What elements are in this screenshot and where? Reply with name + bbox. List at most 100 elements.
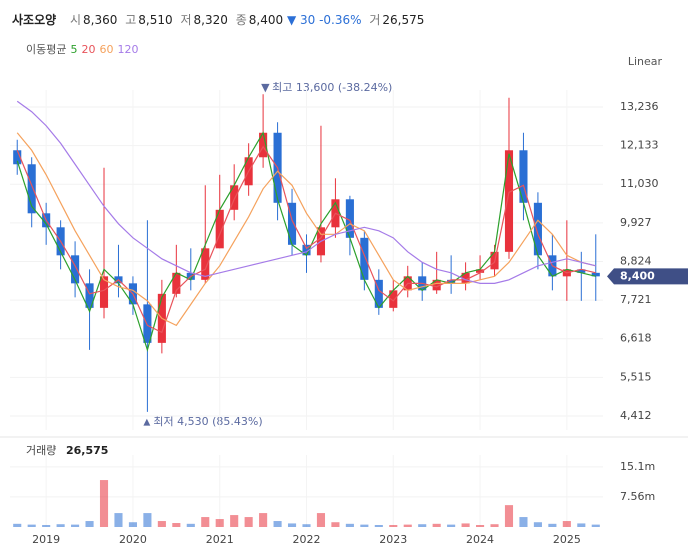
- candle-body: [432, 279, 441, 291]
- candle-body: [215, 209, 224, 249]
- ma-line: [16, 100, 596, 284]
- change-pct: -0.36%: [319, 13, 362, 27]
- x-tick-label: 2022: [293, 533, 321, 546]
- volume-bar: [244, 517, 253, 527]
- volume-bar: [447, 524, 456, 527]
- ma-line: [16, 145, 596, 334]
- volume-bar: [331, 522, 340, 527]
- legend-entry[interactable]: 120: [117, 43, 139, 56]
- y-tick-label: 4,412: [620, 409, 652, 422]
- candle-body: [533, 202, 542, 256]
- candle-body: [360, 237, 369, 280]
- candle-body: [389, 290, 398, 308]
- x-tick-label: 2019: [32, 533, 60, 546]
- x-tick-label: 2023: [379, 533, 407, 546]
- volume-bar: [345, 523, 354, 527]
- volume-label: 거: [369, 13, 381, 27]
- volume-bar: [128, 522, 137, 527]
- volume-bar: [374, 525, 383, 527]
- volume-bar: [461, 523, 470, 527]
- legend-entry[interactable]: 5: [70, 43, 78, 56]
- candle-body: [143, 304, 152, 343]
- volume-bar: [99, 480, 109, 527]
- x-tick-label: 2024: [466, 533, 494, 546]
- candle-body: [71, 255, 80, 284]
- candle-body: [476, 269, 485, 273]
- candle-body: [27, 164, 36, 214]
- candle-body: [577, 269, 586, 273]
- volume-bar: [403, 524, 412, 527]
- candle-body: [172, 272, 181, 294]
- volume-bar: [27, 524, 36, 527]
- volume-bar: [519, 517, 528, 527]
- low-annotation: 최저 4,530 (85.43%): [153, 415, 262, 428]
- high-annotation: 최고 13,600 (-38.24%): [272, 81, 392, 94]
- y-tick-label: 6,618: [620, 332, 652, 345]
- stock-name: 사조오양: [12, 13, 57, 27]
- y-tick-label: 7,721: [620, 293, 652, 306]
- candle-body: [99, 276, 109, 308]
- volume-bar: [13, 523, 22, 527]
- legend-entry[interactable]: 60: [99, 43, 114, 56]
- volume-bar: [259, 513, 268, 527]
- volume-bar: [418, 524, 427, 527]
- candle-body: [461, 272, 470, 284]
- x-tick-label: 2021: [206, 533, 234, 546]
- candle-body: [345, 199, 354, 238]
- change: ▼ 30: [286, 13, 316, 27]
- volume-bar: [577, 523, 586, 527]
- x-tick-label: 2025: [553, 533, 581, 546]
- volume-bar: [85, 521, 94, 527]
- y-tick-label: 5,515: [620, 370, 652, 383]
- candle-body: [13, 150, 22, 165]
- field-value: 8,320: [193, 13, 228, 27]
- volume-title: 거래량: [26, 444, 56, 457]
- y-tick-label: 8,824: [620, 254, 652, 267]
- legend-entry[interactable]: 20: [81, 43, 96, 56]
- volume-bar: [316, 513, 326, 527]
- quote-header: 사조오양 시 8,360 고 8,510 저 8,320 종 8,400 ▼ 30 -0…: [12, 11, 424, 28]
- field-label: 저: [180, 13, 192, 27]
- volume-bar: [591, 524, 600, 527]
- volume-bar: [201, 517, 210, 527]
- volume-bar: [360, 524, 369, 527]
- volume-bar: [143, 513, 152, 527]
- candle-body: [591, 272, 600, 277]
- volume-bar: [476, 525, 485, 527]
- field-value: 8,360: [83, 13, 118, 27]
- volume-tick-label: 7.56m: [620, 490, 655, 503]
- candle-body: [287, 202, 297, 245]
- volume-bar: [548, 523, 557, 527]
- volume-bar: [230, 515, 239, 527]
- low-marker: ▲: [143, 417, 150, 427]
- candle-body: [519, 150, 528, 203]
- volume-bar: [42, 525, 51, 527]
- volume-bar: [562, 521, 571, 527]
- candle-body: [85, 283, 94, 308]
- y-tick-label: 9,927: [620, 216, 652, 229]
- y-tick-label: 13,236: [620, 100, 659, 113]
- field-label: 시: [70, 13, 82, 27]
- volume-bar: [432, 523, 441, 527]
- ma-line: [16, 132, 596, 327]
- volume-bar: [114, 513, 123, 527]
- volume-tick-label: 15.1m: [620, 460, 655, 473]
- volume-bar: [302, 524, 311, 527]
- candle-body: [504, 150, 514, 252]
- volume-bar: [287, 523, 297, 527]
- field-value: 8,510: [138, 13, 173, 27]
- ma-line: [16, 131, 596, 352]
- price-tag-label: 8,400: [620, 269, 655, 282]
- volume-bar: [533, 522, 542, 527]
- ma-title: 이동평균: [26, 43, 67, 56]
- volume-bar: [71, 524, 80, 527]
- volume-bar: [504, 505, 514, 527]
- y-tick-label: 12,133: [620, 139, 659, 152]
- scale-toggle[interactable]: Linear: [627, 55, 662, 68]
- volume-current: 26,575: [66, 444, 108, 457]
- volume-bar: [56, 524, 65, 527]
- candle-body: [259, 132, 268, 158]
- candle-body: [201, 248, 210, 280]
